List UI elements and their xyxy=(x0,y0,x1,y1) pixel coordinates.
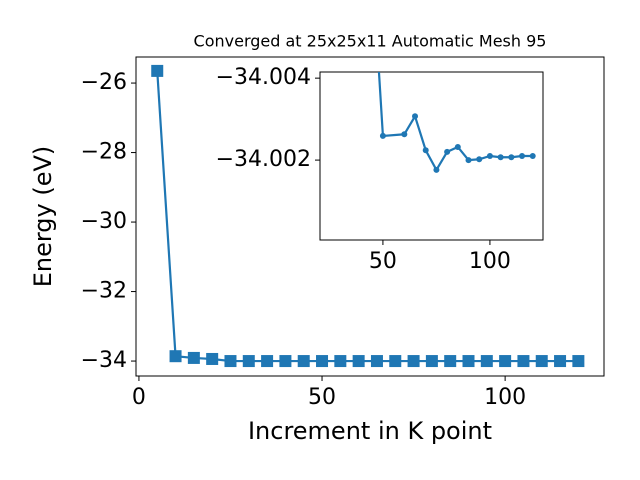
marker xyxy=(454,143,461,150)
y-tick-label: −34.002 xyxy=(216,147,311,172)
marker xyxy=(334,355,347,368)
x-tick-label: 0 xyxy=(132,385,146,410)
chart-title: Converged at 25x25x11 Automatic Mesh 95 xyxy=(194,32,547,51)
marker xyxy=(169,350,182,363)
marker xyxy=(224,355,237,368)
x-axis-label: Increment in K point xyxy=(248,417,492,445)
marker xyxy=(465,157,472,164)
marker xyxy=(379,132,386,139)
marker xyxy=(497,154,504,161)
x-tick-label: 50 xyxy=(308,385,336,410)
plot-area xyxy=(319,71,544,241)
x-tick-label: 100 xyxy=(469,249,511,274)
y-tick-label: −30 xyxy=(81,209,127,234)
marker xyxy=(519,153,526,159)
marker xyxy=(499,355,512,368)
plot-content xyxy=(151,64,585,368)
x-tick-label: 100 xyxy=(484,385,526,410)
marker xyxy=(422,147,429,154)
y-tick-label: −34.004 xyxy=(216,65,311,90)
y-tick-label: −28 xyxy=(81,140,127,165)
marker xyxy=(425,355,438,368)
marker xyxy=(352,355,365,368)
marker xyxy=(572,355,585,368)
y-tick-label: −26 xyxy=(81,70,127,95)
x-tick-label: 50 xyxy=(369,249,397,274)
marker xyxy=(261,355,274,368)
marker xyxy=(401,131,408,138)
marker xyxy=(433,166,440,173)
marker xyxy=(554,355,567,368)
marker xyxy=(529,153,536,159)
marker xyxy=(480,355,493,368)
marker xyxy=(412,113,419,120)
marker xyxy=(486,153,493,159)
marker xyxy=(297,355,310,368)
marker xyxy=(535,355,548,368)
plot-content xyxy=(377,72,536,173)
marker xyxy=(444,355,457,368)
marker xyxy=(187,351,200,364)
y-axis-label: Energy (eV) xyxy=(29,146,57,288)
marker xyxy=(370,355,383,368)
marker xyxy=(279,355,292,368)
marker xyxy=(151,64,164,77)
marker xyxy=(462,355,475,368)
y-tick-label: −32 xyxy=(81,279,127,304)
marker xyxy=(508,154,515,161)
marker xyxy=(517,355,530,368)
marker xyxy=(476,156,483,163)
marker xyxy=(206,352,219,365)
marker xyxy=(242,355,255,368)
marker xyxy=(389,355,402,368)
marker xyxy=(444,148,451,155)
y-tick-label: −34 xyxy=(81,348,127,373)
marker xyxy=(407,355,420,368)
marker xyxy=(316,355,329,368)
